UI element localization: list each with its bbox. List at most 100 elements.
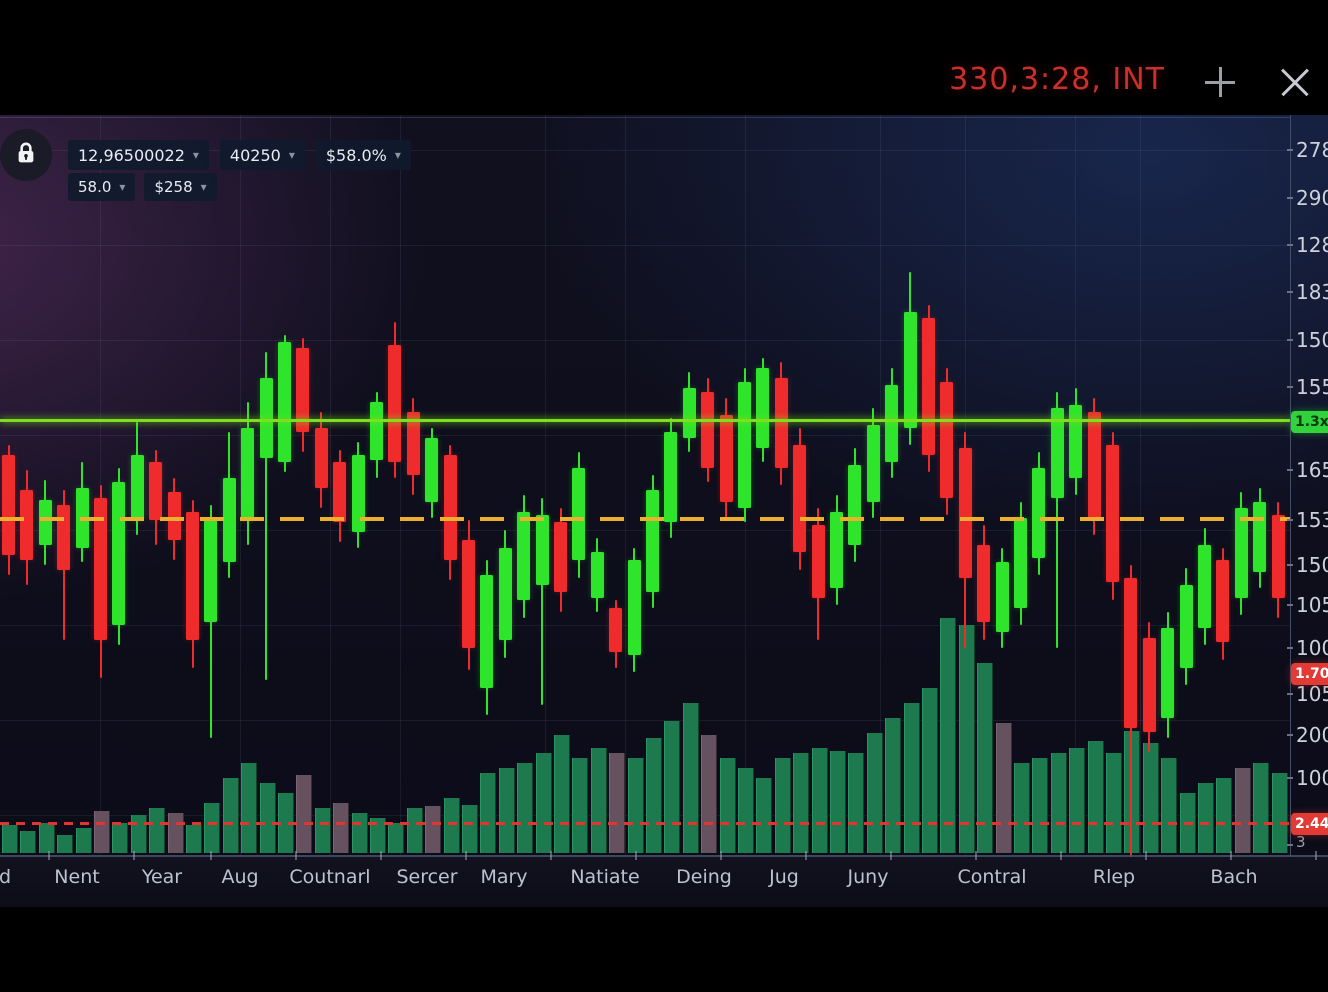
price-axis-tick bbox=[1287, 197, 1293, 199]
volume-bar bbox=[627, 758, 644, 853]
toolbar-dropdown-button[interactable]: 58.0 ▾ bbox=[68, 173, 136, 201]
volume-bar bbox=[1050, 753, 1067, 853]
time-axis-tick bbox=[133, 851, 135, 860]
candle-body bbox=[1198, 545, 1211, 628]
volume-bar bbox=[1216, 778, 1233, 853]
volume-bar bbox=[1271, 773, 1288, 853]
volume-bar bbox=[406, 808, 423, 853]
volume-bar bbox=[167, 813, 184, 853]
volume-bar bbox=[903, 703, 920, 853]
price-axis-label: 150 bbox=[1296, 328, 1328, 352]
chevron-down-icon: ▾ bbox=[192, 148, 199, 162]
candle-body bbox=[1179, 585, 1193, 668]
price-axis-label: 100 bbox=[1296, 636, 1328, 660]
candle-body bbox=[590, 552, 604, 598]
red-price-badge[interactable]: 1.70 bbox=[1291, 663, 1328, 685]
price-axis-tick bbox=[1287, 339, 1293, 341]
candle-body bbox=[462, 540, 475, 648]
candle-body bbox=[701, 392, 715, 468]
volume-bar bbox=[1198, 783, 1214, 853]
candle-body bbox=[112, 482, 126, 625]
mid-yellow-line[interactable] bbox=[0, 517, 1290, 521]
candle-wick bbox=[265, 352, 268, 680]
candle-body bbox=[278, 342, 291, 462]
candle-body bbox=[314, 428, 328, 488]
toolbar-dropdown-button[interactable]: $58.0% ▾ bbox=[315, 140, 411, 170]
price-axis-tick bbox=[1287, 386, 1293, 388]
volume-bar bbox=[664, 721, 681, 853]
price-axis-tick bbox=[1287, 149, 1293, 151]
candle-body bbox=[94, 498, 107, 640]
price-axis-label: 278 bbox=[1296, 138, 1328, 162]
time-axis-tick bbox=[1060, 851, 1062, 860]
session-info-text: 330,3:28, INT bbox=[949, 62, 1165, 97]
toolbar-dropdown-button[interactable]: 40250 ▾ bbox=[219, 140, 305, 170]
volume-bar bbox=[1032, 758, 1049, 853]
time-axis-tick bbox=[1230, 851, 1232, 860]
price-axis-line bbox=[1290, 115, 1291, 868]
candle-body bbox=[241, 428, 255, 520]
time-axis-label: Natiate bbox=[570, 866, 640, 888]
volume-bar bbox=[443, 798, 460, 853]
candle-body bbox=[498, 548, 512, 640]
time-axis-label: Nent bbox=[54, 866, 100, 888]
candle-body bbox=[149, 462, 163, 520]
volume-bar bbox=[388, 823, 405, 853]
horizontal-gridline bbox=[0, 117, 1290, 118]
close-icon[interactable] bbox=[1281, 68, 1309, 96]
upper-green-line[interactable] bbox=[0, 418, 1290, 422]
volume-bar bbox=[1234, 768, 1251, 853]
volume-bar bbox=[958, 625, 975, 853]
candle-wick bbox=[541, 498, 544, 705]
red-price-badge[interactable]: 2.44 bbox=[1291, 813, 1328, 835]
candle-body bbox=[922, 318, 935, 455]
vertical-gridline bbox=[1140, 115, 1141, 855]
volume-bar bbox=[296, 775, 313, 853]
time-axis-tick bbox=[1145, 851, 1147, 860]
horizontal-gridline bbox=[0, 815, 1290, 816]
vertical-gridline bbox=[545, 115, 546, 855]
time-axis-tick bbox=[295, 851, 297, 860]
time-axis-tick bbox=[210, 851, 212, 860]
volume-bar bbox=[830, 751, 846, 853]
volume-bar bbox=[1014, 763, 1030, 853]
volume-bar bbox=[333, 803, 350, 853]
volume-bar bbox=[1069, 748, 1086, 853]
price-axis-tick bbox=[1287, 647, 1293, 649]
candle-body bbox=[885, 385, 899, 462]
vertical-gridline bbox=[880, 115, 881, 855]
candle-body bbox=[719, 415, 733, 502]
price-axis-tick bbox=[1287, 519, 1293, 521]
price-axis-label: 153 bbox=[1296, 508, 1328, 532]
toolbar-dropdown-button[interactable]: 12,96500022 ▾ bbox=[68, 140, 209, 170]
candle-body bbox=[38, 500, 52, 545]
vertical-gridline bbox=[240, 115, 241, 855]
volume-bar bbox=[535, 753, 552, 853]
volume-bar bbox=[866, 733, 883, 853]
dropdown-value: 58.0 bbox=[78, 178, 112, 196]
volume-bar bbox=[609, 753, 626, 853]
plus-icon[interactable] bbox=[1205, 67, 1235, 97]
volume-bar bbox=[940, 618, 957, 853]
green-price-badge[interactable]: 1.3x bbox=[1291, 411, 1328, 433]
price-axis-tick bbox=[1287, 564, 1293, 566]
time-axis-label: Jug bbox=[769, 866, 799, 888]
volume-bar bbox=[682, 703, 699, 853]
time-axis-label: Contral bbox=[957, 866, 1027, 888]
bottom-black-bar bbox=[0, 907, 1328, 992]
lower-red-line[interactable] bbox=[0, 821, 1290, 825]
horizontal-gridline bbox=[0, 435, 1290, 436]
price-axis-tick bbox=[1287, 604, 1293, 606]
candle-body bbox=[1124, 578, 1138, 728]
volume-bar bbox=[204, 803, 221, 853]
chevron-down-icon: ▾ bbox=[119, 180, 126, 194]
candle-body bbox=[388, 345, 402, 462]
candle-body bbox=[259, 378, 273, 458]
time-axis-tick bbox=[380, 851, 382, 860]
candle-body bbox=[1032, 468, 1046, 558]
candle-body bbox=[1271, 515, 1285, 598]
toolbar-dropdown-button[interactable]: $258 ▾ bbox=[144, 173, 217, 201]
lock-button[interactable] bbox=[0, 129, 52, 181]
price-axis-label: 165 bbox=[1296, 458, 1328, 482]
candle-body bbox=[1069, 405, 1083, 478]
